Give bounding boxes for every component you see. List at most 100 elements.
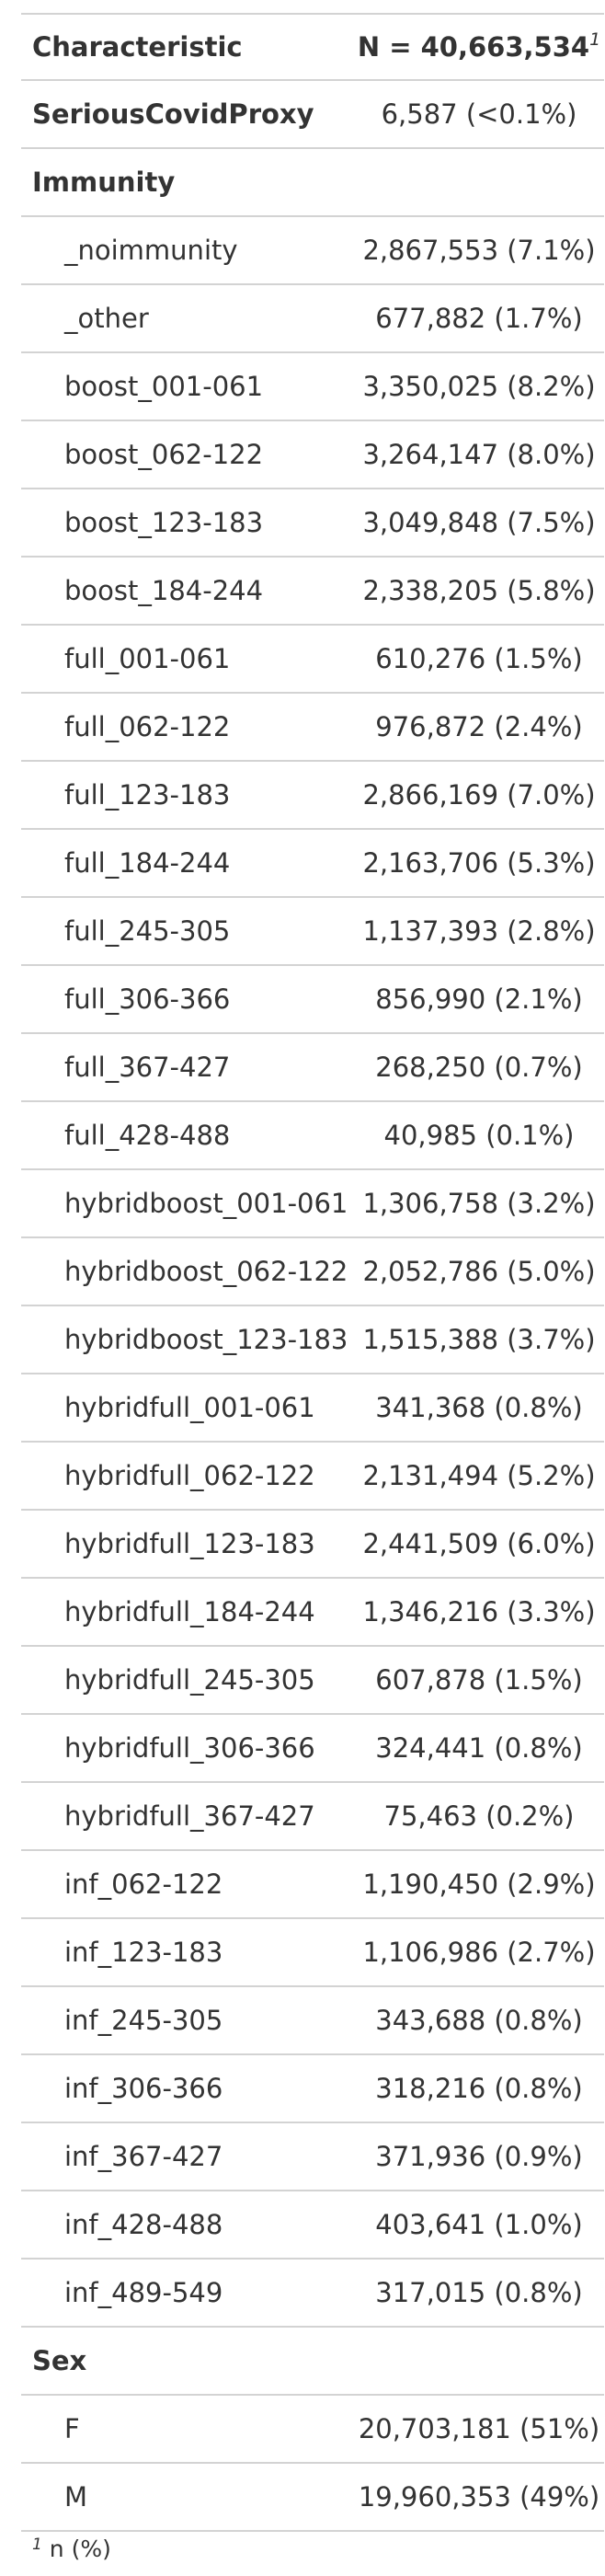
group-label: SeriousCovidProxy [21,80,354,149]
row-value: 2,338,205 (5.8%) [354,557,604,626]
row-value [354,148,604,217]
table-row: inf_245-305 343,688 (0.8%) [21,1986,604,2055]
table-row: full_367-427 268,250 (0.7%) [21,1033,604,1102]
row-label: boost_184-244 [21,557,354,626]
row-value: 610,276 (1.5%) [354,625,604,694]
table-row: inf_428-488 403,641 (1.0%) [21,2191,604,2260]
table-row: boost_001-061 3,350,025 (8.2%) [21,352,604,421]
table-row: inf_123-183 1,106,986 (2.7%) [21,1918,604,1987]
table-row: boost_123-183 3,049,848 (7.5%) [21,489,604,558]
footnote-row: 1 n (%) [21,2530,604,2565]
row-value: 976,872 (2.4%) [354,693,604,762]
table-row: hybridboost_062-122 2,052,786 (5.0%) [21,1237,604,1306]
table-row: _other 677,882 (1.7%) [21,284,604,353]
table-row: full_245-305 1,137,393 (2.8%) [21,897,604,966]
row-value: 2,441,509 (6.0%) [354,1510,604,1579]
row-value: 403,641 (1.0%) [354,2191,604,2260]
table-row: hybridfull_001-061 341,368 (0.8%) [21,1374,604,1443]
group-label: Sex [21,2327,354,2396]
row-value: 607,878 (1.5%) [354,1646,604,1715]
row-label: inf_306-366 [21,2054,354,2123]
table-row: hybridfull_367-427 75,463 (0.2%) [21,1782,604,1851]
row-label: full_184-244 [21,829,354,898]
table-row: inf_062-122 1,190,450 (2.9%) [21,1850,604,1919]
row-value: 343,688 (0.8%) [354,1986,604,2055]
row-label: hybridfull_123-183 [21,1510,354,1579]
row-label: inf_062-122 [21,1850,354,1919]
footnote-text: n (%) [41,2535,111,2562]
row-value: 3,350,025 (8.2%) [354,352,604,421]
row-label: inf_123-183 [21,1918,354,1987]
group-label: Immunity [21,148,354,217]
row-label: inf_245-305 [21,1986,354,2055]
n-column-header: N = 40,663,5341 [354,14,604,81]
row-value: 1,346,216 (3.3%) [354,1578,604,1647]
table-header: Characteristic N = 40,663,5341 [21,14,604,81]
row-label: full_367-427 [21,1033,354,1102]
row-value: 371,936 (0.9%) [354,2122,604,2191]
row-label: boost_062-122 [21,420,354,489]
header-row: Characteristic N = 40,663,5341 [21,14,604,81]
table-row: _noimmunity 2,867,553 (7.1%) [21,216,604,285]
table-row: M 19,960,353 (49%) [21,2463,604,2532]
row-label: inf_428-488 [21,2191,354,2260]
table-body: SeriousCovidProxy 6,587 (<0.1%) Immunity _n… [21,80,604,2532]
row-value: 3,049,848 (7.5%) [354,489,604,558]
n-column-header-label: N = 40,663,534 [357,31,590,63]
row-value: 318,216 (0.8%) [354,2054,604,2123]
row-label: full_001-061 [21,625,354,694]
footnote: 1 n (%) [21,2530,604,2565]
row-label: hybridfull_367-427 [21,1782,354,1851]
n-footnote-marker: 1 [589,29,601,50]
row-label: hybridfull_184-244 [21,1578,354,1647]
row-value: 856,990 (2.1%) [354,965,604,1034]
table-row: boost_062-122 3,264,147 (8.0%) [21,420,604,489]
row-label: inf_489-549 [21,2259,354,2328]
table-row: full_062-122 976,872 (2.4%) [21,693,604,762]
footnote-marker: 1 [32,2535,42,2554]
row-label: full_428-488 [21,1101,354,1170]
row-label: hybridfull_306-366 [21,1714,354,1783]
row-label: hybridboost_062-122 [21,1237,354,1306]
table-row: inf_367-427 371,936 (0.9%) [21,2122,604,2191]
table-row: hybridfull_306-366 324,441 (0.8%) [21,1714,604,1783]
table-row: full_001-061 610,276 (1.5%) [21,625,604,694]
row-label: boost_123-183 [21,489,354,558]
row-value: 2,163,706 (5.3%) [354,829,604,898]
row-value: 40,985 (0.1%) [354,1101,604,1170]
row-value: 324,441 (0.8%) [354,1714,604,1783]
table-row: hybridfull_184-244 1,346,216 (3.3%) [21,1578,604,1647]
row-value: 2,131,494 (5.2%) [354,1442,604,1511]
row-label: _noimmunity [21,216,354,285]
row-label: hybridboost_123-183 [21,1305,354,1374]
table-row: inf_489-549 317,015 (0.8%) [21,2259,604,2328]
table-row: boost_184-244 2,338,205 (5.8%) [21,557,604,626]
row-label: full_245-305 [21,897,354,966]
row-label: hybridfull_245-305 [21,1646,354,1715]
table-row: full_306-366 856,990 (2.1%) [21,965,604,1034]
row-value: 2,867,553 (7.1%) [354,216,604,285]
group-header-row: SeriousCovidProxy 6,587 (<0.1%) [21,80,604,149]
group-header-row: Immunity [21,148,604,217]
table-row: F 20,703,181 (51%) [21,2395,604,2464]
table-row: hybridfull_123-183 2,441,509 (6.0%) [21,1510,604,1579]
table-row: full_428-488 40,985 (0.1%) [21,1101,604,1170]
summary-table-container: Characteristic N = 40,663,5341 SeriousCo… [21,13,604,2565]
group-header-row: Sex [21,2327,604,2396]
row-value: 1,106,986 (2.7%) [354,1918,604,1987]
row-value: 317,015 (0.8%) [354,2259,604,2328]
row-label: hybridboost_001-061 [21,1169,354,1238]
row-label: F [21,2395,354,2464]
row-value: 2,052,786 (5.0%) [354,1237,604,1306]
row-label: full_306-366 [21,965,354,1034]
row-label: _other [21,284,354,353]
row-value: 1,190,450 (2.9%) [354,1850,604,1919]
row-label: boost_001-061 [21,352,354,421]
table-footer: 1 n (%) [21,2530,604,2565]
row-label: full_123-183 [21,761,354,830]
row-label: hybridfull_062-122 [21,1442,354,1511]
row-value: 6,587 (<0.1%) [354,80,604,149]
table-row: hybridboost_001-061 1,306,758 (3.2%) [21,1169,604,1238]
row-value: 1,515,388 (3.7%) [354,1305,604,1374]
table-row: full_123-183 2,866,169 (7.0%) [21,761,604,830]
